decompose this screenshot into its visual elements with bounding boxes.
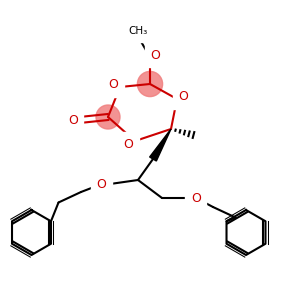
Circle shape <box>96 105 120 129</box>
Text: O: O <box>109 78 118 91</box>
Text: O: O <box>191 191 201 205</box>
Polygon shape <box>150 129 171 161</box>
Text: O: O <box>179 90 188 103</box>
Text: O: O <box>151 49 160 62</box>
Text: O: O <box>96 178 106 191</box>
Circle shape <box>137 71 163 97</box>
Text: CH₃: CH₃ <box>128 26 148 37</box>
Text: O: O <box>124 137 133 151</box>
Text: O: O <box>68 113 78 127</box>
